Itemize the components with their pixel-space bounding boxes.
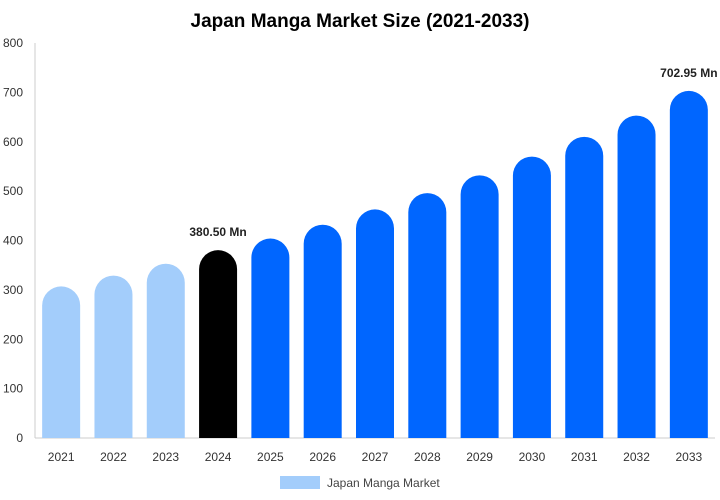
x-tick-label: 2026 [309, 450, 336, 464]
y-tick-label: 0 [16, 431, 23, 445]
y-tick-label: 100 [3, 382, 23, 396]
x-tick-label: 2021 [48, 450, 75, 464]
y-tick-label: 400 [3, 234, 23, 248]
bar-2031[interactable] [565, 136, 604, 438]
x-axis: 2021 2022 2023 2024 2025 2026 2027 2028 2029 2030… [35, 437, 715, 464]
x-tick-label: 2025 [257, 450, 284, 464]
bar-2021[interactable] [42, 286, 81, 438]
bar-2024[interactable] [199, 250, 238, 438]
y-tick-label: 500 [3, 184, 23, 198]
y-tick-label: 800 [3, 36, 23, 50]
x-tick-label: 2031 [571, 450, 598, 464]
y-tick-label: 300 [3, 283, 23, 297]
bar-2025[interactable] [251, 238, 290, 438]
bar-2033[interactable] [669, 90, 708, 439]
y-tick-label: 700 [3, 85, 23, 99]
legend[interactable]: Japan Manga Market [280, 476, 440, 490]
x-tick-label: 2022 [100, 450, 127, 464]
bar-2030[interactable] [512, 156, 551, 438]
data-label-2024: 380.50 Mn [189, 225, 246, 239]
bar-2028[interactable] [408, 193, 447, 438]
bar-2029[interactable] [460, 175, 499, 438]
data-label-2033: 702.95 Mn [660, 66, 717, 80]
legend-swatch [280, 476, 320, 489]
legend-label: Japan Manga Market [327, 476, 440, 490]
x-tick-label: 2033 [675, 450, 702, 464]
bar-2026[interactable] [303, 224, 342, 438]
bar-2023[interactable] [146, 263, 185, 438]
x-tick-label: 2029 [466, 450, 493, 464]
x-tick-label: 2027 [362, 450, 389, 464]
x-tick-label: 2023 [152, 450, 179, 464]
y-axis: 0 100 200 300 400 500 600 700 800 [3, 36, 36, 445]
x-tick-label: 2028 [414, 450, 441, 464]
bar-2027[interactable] [356, 209, 394, 438]
x-tick-label: 2032 [623, 450, 650, 464]
y-tick-label: 600 [3, 135, 23, 149]
y-tick-label: 200 [3, 332, 23, 346]
chart-title: Japan Manga Market Size (2021-2033) [191, 11, 530, 32]
bar-2022[interactable] [94, 275, 133, 438]
bar-series [42, 90, 708, 439]
x-tick-label: 2024 [205, 450, 232, 464]
x-tick-label: 2030 [519, 450, 546, 464]
data-labels: 380.50 Mn 702.95 Mn [189, 66, 717, 239]
bar-2032[interactable] [617, 115, 656, 439]
